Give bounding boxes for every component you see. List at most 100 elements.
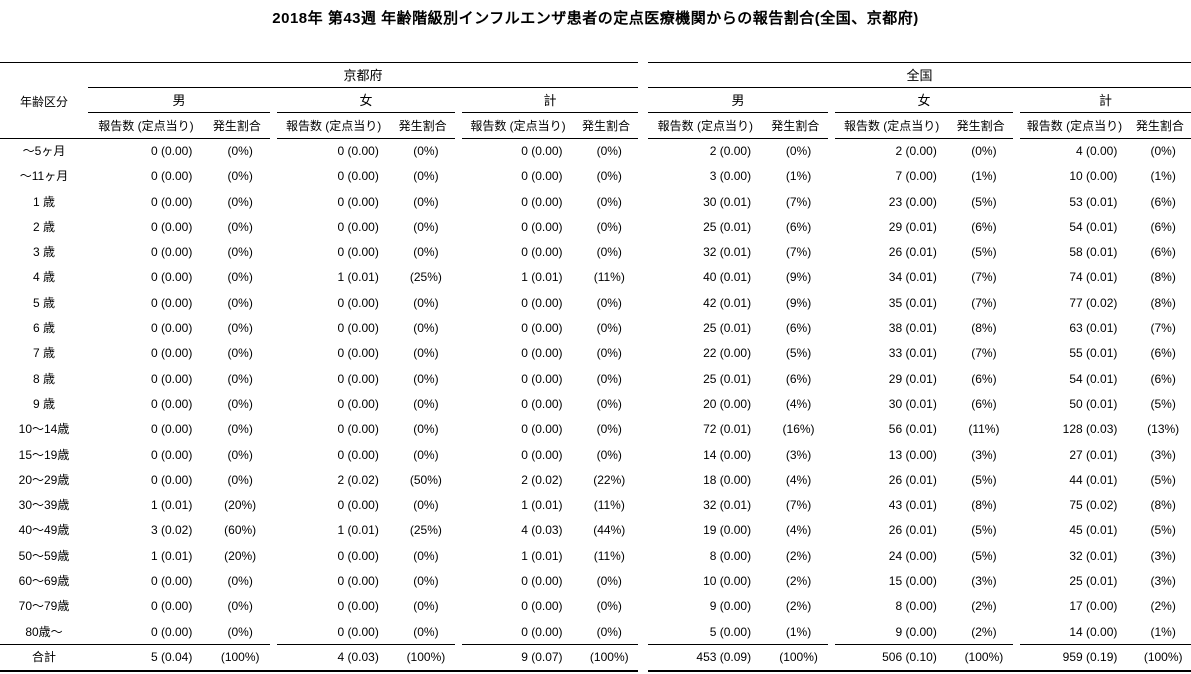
- group-gap: [1013, 443, 1020, 468]
- national-female-group: 24 (0.00) (5%): [835, 544, 1013, 569]
- reports-value: 14 (0.00): [703, 447, 752, 462]
- table-row: 8 歳 0 (0.00) (0%) 0 (0.00) (0%) 0 (0.00)…: [0, 367, 1191, 392]
- group-gap: [455, 645, 462, 670]
- national-male-group: 42 (0.01) (9%): [648, 291, 828, 316]
- subheader-rate: 発生割合: [956, 119, 1005, 133]
- reports-value: 3 (0.02): [151, 523, 193, 538]
- rate-value: (100%): [406, 649, 446, 664]
- reports-value: 10 (0.00): [1069, 169, 1118, 184]
- table-row: 60～69歳 0 (0.00) (0%) 0 (0.00) (0%) 0 (0.…: [0, 569, 1191, 594]
- rate-value: (3%): [1150, 574, 1176, 589]
- reports-value: 5 (0.00): [709, 624, 752, 639]
- national-male-group: 14 (0.00) (3%): [648, 443, 828, 468]
- rate-value: (0%): [413, 321, 439, 336]
- rate-value: (3%): [1150, 548, 1176, 563]
- rate-value: (7%): [1150, 321, 1176, 336]
- group-gap: [828, 291, 835, 316]
- rate-value: (5%): [1150, 472, 1176, 487]
- section-gap: [638, 544, 648, 569]
- age-label: 合計: [31, 649, 56, 664]
- reports-value: 54 (0.01): [1069, 219, 1118, 234]
- section-gap: [638, 265, 648, 290]
- national-female-group: 23 (0.00) (5%): [835, 190, 1013, 215]
- rate-value: (7%): [785, 194, 812, 209]
- group-gap: [270, 190, 277, 215]
- rate-value: (0%): [413, 371, 439, 386]
- kyoto-total-group: 9 (0.07) (100%): [462, 645, 638, 670]
- national-total-group: 128 (0.03) (13%): [1020, 417, 1191, 442]
- reports-value: 0 (0.00): [521, 346, 563, 361]
- national-female-group: 26 (0.01) (5%): [835, 518, 1013, 543]
- rate-value: (0%): [227, 169, 253, 184]
- section-gap: [638, 594, 648, 619]
- subheader-rate: 発生割合: [581, 119, 630, 133]
- reports-value: 0 (0.00): [337, 321, 379, 336]
- reports-value: 506 (0.10): [882, 649, 937, 664]
- national-male-group: 10 (0.00) (2%): [648, 569, 828, 594]
- section-label-row: 全国: [648, 63, 1191, 88]
- group-gap: [455, 341, 462, 366]
- national-female-group: 2 (0.00) (0%): [835, 139, 1013, 164]
- reports-value: 9 (0.07): [521, 649, 563, 664]
- rate-value: (0%): [413, 624, 439, 639]
- group-gap: [455, 620, 462, 645]
- reports-value: 18 (0.00): [703, 472, 752, 487]
- section-label-row: 京都府: [0, 63, 638, 88]
- reports-value: 19 (0.00): [703, 523, 752, 538]
- rate-value: (2%): [785, 599, 812, 614]
- national-male-group: 32 (0.01) (7%): [648, 493, 828, 518]
- rate-value: (0%): [227, 321, 253, 336]
- reports-value: 0 (0.00): [151, 599, 193, 614]
- group-gap: [1013, 392, 1020, 417]
- reports-value: 0 (0.00): [521, 194, 563, 209]
- reports-value: 5 (0.04): [151, 649, 193, 664]
- national-female-group: 56 (0.01) (11%): [835, 417, 1013, 442]
- reports-value: 4 (0.00): [1076, 144, 1118, 158]
- rate-value: (1%): [785, 169, 812, 184]
- reports-value: 0 (0.00): [337, 245, 379, 260]
- group-gap: [455, 392, 462, 417]
- reports-value: 26 (0.01): [888, 245, 937, 260]
- section-gap: [638, 190, 648, 215]
- group-gap: [455, 215, 462, 240]
- rate-value: (11%): [968, 422, 1000, 437]
- reports-value: 0 (0.00): [151, 245, 193, 260]
- national-male-group: 25 (0.01) (6%): [648, 316, 828, 341]
- table-row: 2 歳 0 (0.00) (0%) 0 (0.00) (0%) 0 (0.00)…: [0, 215, 1191, 240]
- group-gap: [270, 164, 277, 189]
- kyoto-total-group: 0 (0.00) (0%): [462, 392, 638, 417]
- group-gap: [1013, 139, 1020, 164]
- national-total-group: 32 (0.01) (3%): [1020, 544, 1191, 569]
- section-gap: [638, 493, 648, 518]
- rate-value: (6%): [1150, 219, 1176, 234]
- rate-value: (100%): [1143, 649, 1183, 664]
- reports-value: 0 (0.00): [337, 447, 379, 462]
- rate-value: (0%): [413, 245, 439, 260]
- kyoto-section-header: 京都府 男 女 計 報告数 (定点当り) 発生割合: [0, 62, 638, 139]
- table-header: 京都府 男 女 計 報告数 (定点当り) 発生割合: [0, 62, 1191, 139]
- kyoto-male-group: 0 (0.00) (0%): [88, 341, 270, 366]
- section-label-kyoto: 京都府: [88, 63, 638, 88]
- reports-value: 0 (0.00): [521, 396, 563, 411]
- group-gap: [270, 645, 277, 670]
- page-title: 2018年 第43週 年齢階級別インフルエンザ患者の定点医療機関からの報告割合(…: [272, 10, 919, 27]
- rate-value: (0%): [413, 144, 439, 158]
- reports-value: 0 (0.00): [337, 295, 379, 310]
- national-male-group: 8 (0.00) (2%): [648, 544, 828, 569]
- kyoto-female-group: 4 (0.03) (100%): [277, 645, 455, 670]
- subheader-rate: 発生割合: [1135, 119, 1184, 133]
- section-gap: [638, 62, 648, 139]
- reports-value: 1 (0.01): [337, 523, 379, 538]
- group-gap: [455, 265, 462, 290]
- age-label: 3 歳: [32, 245, 55, 260]
- reports-value: 17 (0.00): [1069, 599, 1118, 614]
- rate-value: (1%): [1150, 169, 1176, 184]
- group-gap: [828, 367, 835, 392]
- gender-header-row: 男 女 計: [0, 88, 638, 113]
- rate-value: (0%): [596, 599, 622, 614]
- reports-value: 0 (0.00): [151, 447, 193, 462]
- kyoto-female-group: 0 (0.00) (0%): [277, 367, 455, 392]
- rate-value: (2%): [785, 574, 812, 589]
- reports-value: 77 (0.02): [1069, 295, 1118, 310]
- gender-header-female: 女: [835, 88, 1013, 113]
